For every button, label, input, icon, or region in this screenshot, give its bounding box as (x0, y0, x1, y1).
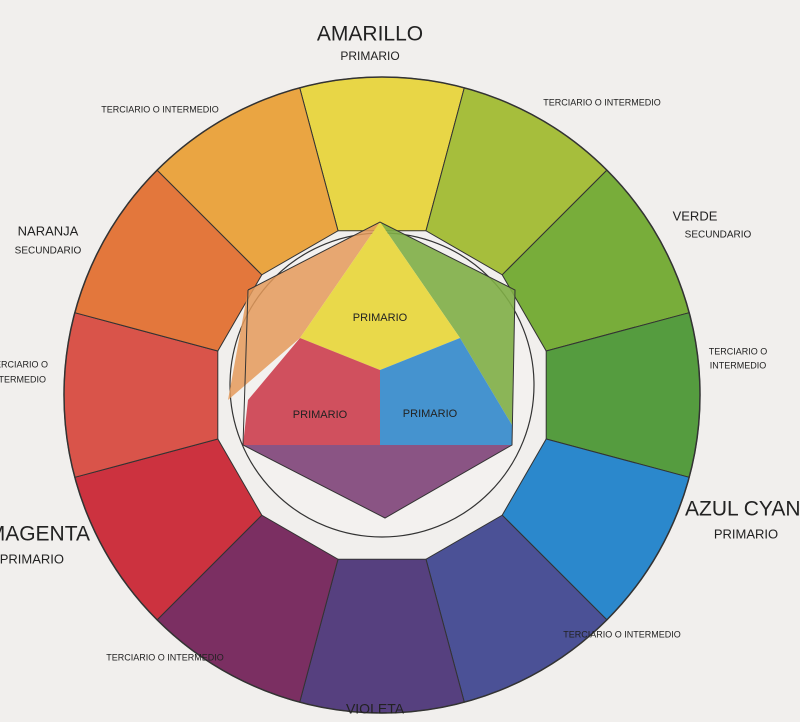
outer-label: TERCIARIO O INTERMEDIO (101, 104, 219, 114)
inner-figure (228, 221, 516, 519)
outer-label: SECUNDARIO (15, 246, 82, 257)
inner-label: PRIMARIO (353, 312, 408, 324)
outer-label: AZUL CYAN (685, 498, 800, 521)
wheel (63, 76, 701, 714)
inner-label: PRIMARIO (293, 409, 348, 421)
outer-label: PRIMARIO (714, 526, 778, 541)
green-area (380, 222, 515, 425)
outer-label: TERCIARIO O INTERMEDIO (543, 97, 661, 107)
outer-label: SECUNDARIO (685, 230, 752, 241)
outer-label: VERDE (673, 208, 718, 223)
labels: AMARILLO PRIMARIO TERCIARIO O INTERMEDIO TE… (0, 23, 800, 717)
outer-label: PRIMARIO (340, 49, 399, 63)
outer-label: TERCIARIO O INTERMEDIO (563, 629, 681, 639)
violet-area (243, 445, 512, 518)
outer-label: MAGENTA (0, 523, 90, 546)
orange-area (228, 222, 380, 400)
outer-label: TERCIARIO O (0, 359, 48, 369)
outer-label: VIOLETA (346, 701, 405, 717)
outer-label: PRIMARIO (0, 551, 64, 566)
hexagon-outline (242, 221, 516, 519)
outer-label: INTERMEDIO (710, 360, 767, 370)
inner-label: PRIMARIO (403, 408, 458, 420)
red-area (243, 338, 380, 445)
outer-label: AMARILLO (317, 23, 423, 46)
outer-label: INTERMEDIO (0, 374, 46, 384)
outer-label: TERCIARIO O (709, 346, 768, 356)
blue-area (380, 338, 512, 445)
outer-label: TERCIARIO O INTERMEDIO (106, 652, 224, 662)
outer-circle (63, 76, 701, 714)
outer-label: NARANJA (18, 223, 79, 238)
yellow-pentagon (300, 222, 460, 370)
